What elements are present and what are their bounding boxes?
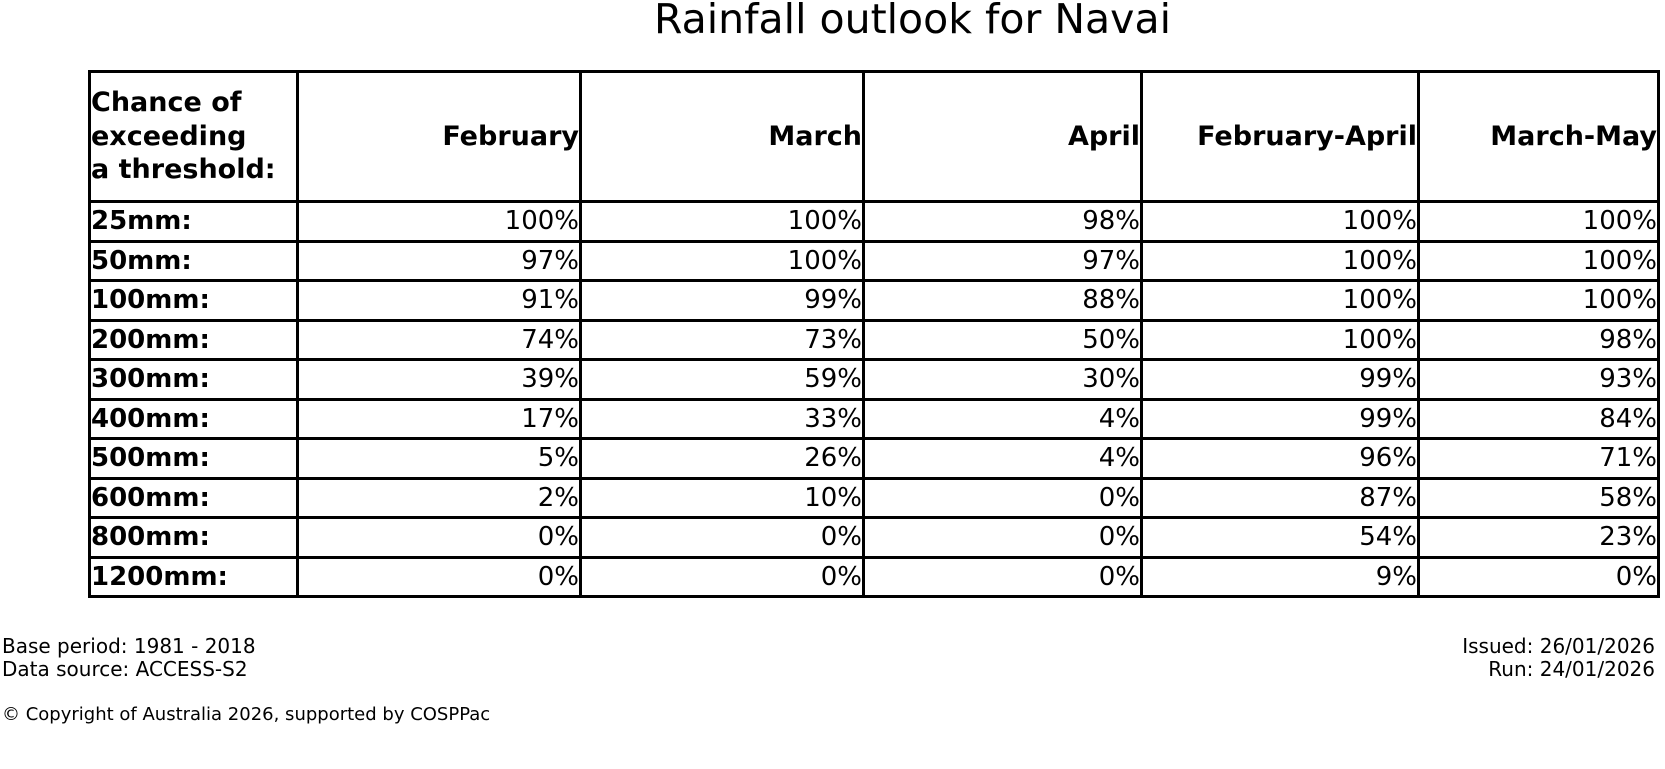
cell-value: 96% bbox=[1140, 437, 1420, 480]
footer-right: Issued: 26/01/2026 Run: 24/01/2026 bbox=[1462, 635, 1655, 681]
cell-value: 0% bbox=[296, 555, 582, 598]
cell-value: 0% bbox=[1417, 555, 1660, 598]
cell-value: 0% bbox=[862, 476, 1143, 519]
table-row-200mm: 200mm: 74% 73% 50% 100% 98% bbox=[88, 318, 1660, 361]
table-row-50mm: 50mm: 97% 100% 97% 100% 100% bbox=[88, 239, 1660, 282]
base-period-text: Base period: 1981 - 2018 bbox=[2, 634, 256, 658]
page-title: Rainfall outlook for Navai bbox=[654, 0, 1171, 43]
cell-value: 50% bbox=[862, 318, 1143, 361]
row-label: 300mm: bbox=[88, 358, 299, 401]
cell-value: 0% bbox=[862, 516, 1143, 559]
cell-value: 100% bbox=[296, 200, 582, 243]
cell-value: 100% bbox=[1140, 279, 1420, 322]
cell-value: 84% bbox=[1417, 397, 1660, 440]
table-row-100mm: 100mm: 91% 99% 88% 100% 100% bbox=[88, 279, 1660, 322]
cell-value: 73% bbox=[579, 318, 865, 361]
cell-value: 98% bbox=[862, 200, 1143, 243]
table-row-500mm: 500mm: 5% 26% 4% 96% 71% bbox=[88, 437, 1660, 480]
table-row-800mm: 800mm: 0% 0% 0% 54% 23% bbox=[88, 516, 1660, 559]
cell-value: 93% bbox=[1417, 358, 1660, 401]
footer-left: Base period: 1981 - 2018 Data source: AC… bbox=[2, 635, 256, 681]
table-header: Chance of exceeding a threshold: Februar… bbox=[88, 70, 1660, 203]
row-label: 100mm: bbox=[88, 279, 299, 322]
cell-value: 100% bbox=[1417, 279, 1660, 322]
copyright-text: © Copyright of Australia 2026, supported… bbox=[2, 704, 491, 725]
cell-value: 91% bbox=[296, 279, 582, 322]
row-label: 1200mm: bbox=[88, 555, 299, 598]
cell-value: 74% bbox=[296, 318, 582, 361]
cell-value: 71% bbox=[1417, 437, 1660, 480]
cell-value: 100% bbox=[579, 239, 865, 282]
column-header-february-april: February-April bbox=[1140, 70, 1420, 203]
cell-value: 99% bbox=[1140, 358, 1420, 401]
cell-value: 99% bbox=[579, 279, 865, 322]
column-header-march-may: March-May bbox=[1417, 70, 1660, 203]
cell-value: 98% bbox=[1417, 318, 1660, 361]
cell-value: 0% bbox=[579, 516, 865, 559]
table-row-25mm: 25mm: 100% 100% 98% 100% 100% bbox=[88, 200, 1660, 243]
column-header-march: March bbox=[579, 70, 865, 203]
table-row-600mm: 600mm: 2% 10% 0% 87% 58% bbox=[88, 476, 1660, 519]
cell-value: 0% bbox=[579, 555, 865, 598]
column-header-february: February bbox=[296, 70, 582, 203]
row-label: 800mm: bbox=[88, 516, 299, 559]
cell-value: 100% bbox=[579, 200, 865, 243]
cell-value: 39% bbox=[296, 358, 582, 401]
cell-value: 23% bbox=[1417, 516, 1660, 559]
cell-value: 4% bbox=[862, 437, 1143, 480]
corner-header-threshold: Chance of exceeding a threshold: bbox=[88, 70, 299, 203]
row-label: 400mm: bbox=[88, 397, 299, 440]
cell-value: 58% bbox=[1417, 476, 1660, 519]
cell-value: 59% bbox=[579, 358, 865, 401]
cell-value: 9% bbox=[1140, 555, 1420, 598]
cell-value: 100% bbox=[1417, 200, 1660, 243]
row-label: 500mm: bbox=[88, 437, 299, 480]
cell-value: 30% bbox=[862, 358, 1143, 401]
row-label: 50mm: bbox=[88, 239, 299, 282]
cell-value: 99% bbox=[1140, 397, 1420, 440]
header-row: Chance of exceeding a threshold: Februar… bbox=[88, 70, 1660, 203]
table-row-400mm: 400mm: 17% 33% 4% 99% 84% bbox=[88, 397, 1660, 440]
run-date-text: Run: 24/01/2026 bbox=[1488, 657, 1655, 681]
table-row-1200mm: 1200mm: 0% 0% 0% 9% 0% bbox=[88, 555, 1660, 598]
cell-value: 97% bbox=[862, 239, 1143, 282]
data-source-text: Data source: ACCESS-S2 bbox=[2, 657, 248, 681]
column-header-april: April bbox=[862, 70, 1143, 203]
cell-value: 33% bbox=[579, 397, 865, 440]
cell-value: 100% bbox=[1140, 318, 1420, 361]
cell-value: 4% bbox=[862, 397, 1143, 440]
cell-value: 26% bbox=[579, 437, 865, 480]
row-label: 25mm: bbox=[88, 200, 299, 243]
cell-value: 17% bbox=[296, 397, 582, 440]
cell-value: 2% bbox=[296, 476, 582, 519]
cell-value: 54% bbox=[1140, 516, 1420, 559]
issued-date-text: Issued: 26/01/2026 bbox=[1462, 634, 1655, 658]
cell-value: 100% bbox=[1140, 239, 1420, 282]
row-label: 600mm: bbox=[88, 476, 299, 519]
cell-value: 100% bbox=[1140, 200, 1420, 243]
row-label: 200mm: bbox=[88, 318, 299, 361]
table-row-300mm: 300mm: 39% 59% 30% 99% 93% bbox=[88, 358, 1660, 401]
rainfall-outlook-table: Chance of exceeding a threshold: Februar… bbox=[88, 70, 1660, 598]
cell-value: 10% bbox=[579, 476, 865, 519]
cell-value: 88% bbox=[862, 279, 1143, 322]
cell-value: 87% bbox=[1140, 476, 1420, 519]
table-body: 25mm: 100% 100% 98% 100% 100% 50mm: 97% … bbox=[88, 200, 1660, 598]
cell-value: 0% bbox=[296, 516, 582, 559]
cell-value: 100% bbox=[1417, 239, 1660, 282]
cell-value: 97% bbox=[296, 239, 582, 282]
cell-value: 0% bbox=[862, 555, 1143, 598]
cell-value: 5% bbox=[296, 437, 582, 480]
